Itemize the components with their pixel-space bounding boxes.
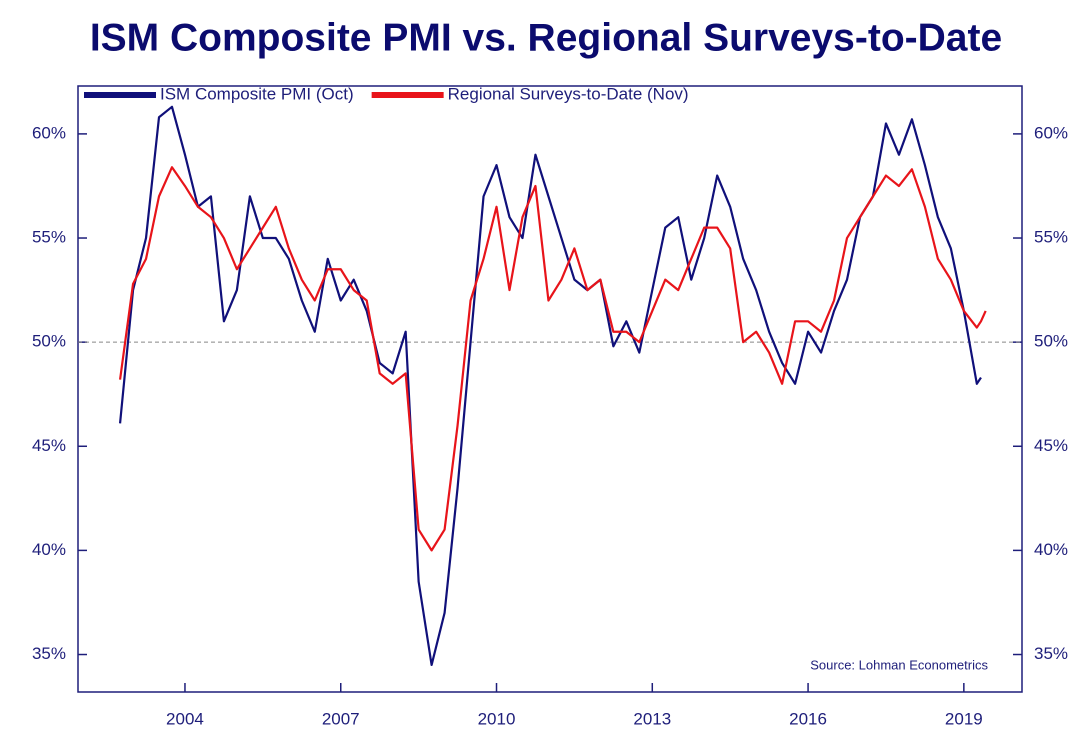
series-line [118,166,987,552]
source-note: Source: Lohman Econometrics [810,657,988,672]
y-tick-label: 55% [32,228,66,247]
x-tick-label: 2019 [945,709,983,728]
legend-label: Regional Surveys-to-Date (Nov) [448,84,689,103]
y2-tick-label: 55% [1034,228,1068,247]
y2-tick-label: 35% [1034,644,1068,663]
plot-frame [77,85,1023,693]
x-tick-label: 2013 [633,709,671,728]
series-line [118,105,982,667]
chart-title: ISM Composite PMI vs. Regional Surveys-t… [90,16,1002,59]
y-tick-label: 50% [32,332,66,351]
y2-tick-label: 60% [1034,123,1068,142]
x-tick-label: 2016 [789,709,827,728]
y2-tick-label: 45% [1034,436,1068,455]
x-tick-label: 2007 [322,709,360,728]
y2-tick-label: 40% [1034,540,1068,559]
y-tick-label: 35% [32,644,66,663]
x-tick-label: 2004 [166,709,204,728]
x-tick-label: 2010 [478,709,516,728]
y-tick-label: 40% [32,540,66,559]
y2-tick-label: 50% [1034,332,1068,351]
y-tick-label: 45% [32,436,66,455]
y-tick-label: 60% [32,123,66,142]
legend-label: ISM Composite PMI (Oct) [160,84,354,103]
